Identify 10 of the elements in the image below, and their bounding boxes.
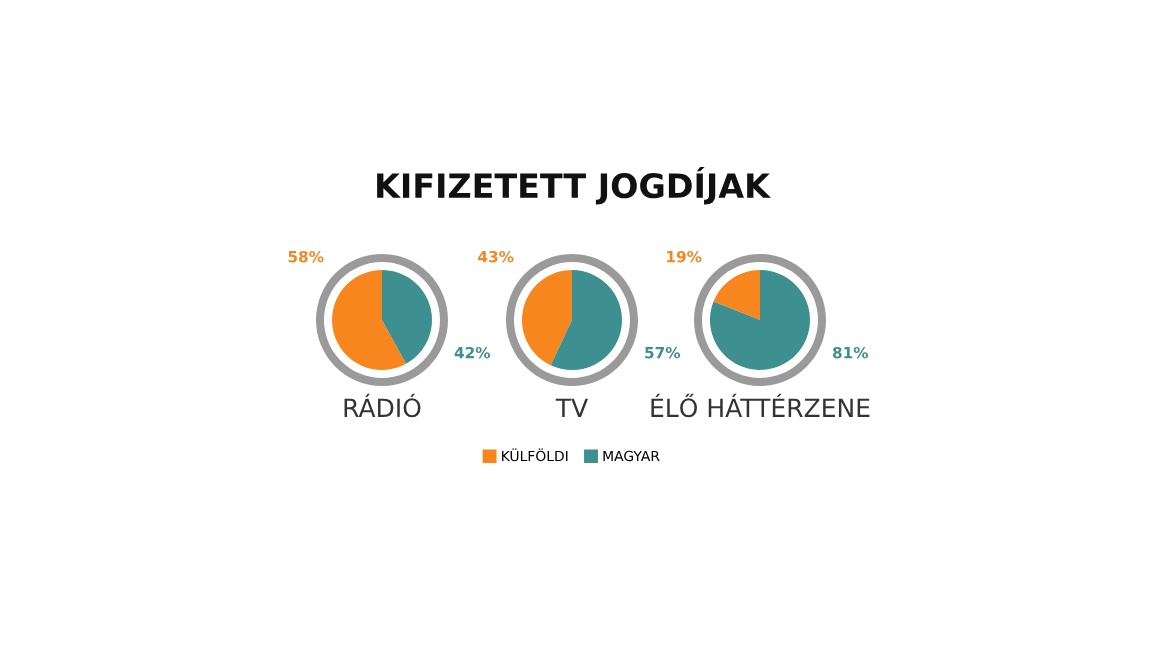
text: RÁDIÓ [344, 393, 421, 418]
pie-slice [332, 270, 407, 370]
pie-slice [522, 270, 572, 366]
text: ÉLŐ HÁTTÉRZENE [651, 393, 870, 418]
text: TV [555, 398, 588, 417]
pie-slice [713, 270, 760, 320]
pie-slice [382, 270, 432, 364]
pie-slice [710, 270, 810, 370]
chart-title: KIFIZETETT JOGDÍJAK [377, 166, 771, 205]
pie-slice [550, 270, 622, 370]
